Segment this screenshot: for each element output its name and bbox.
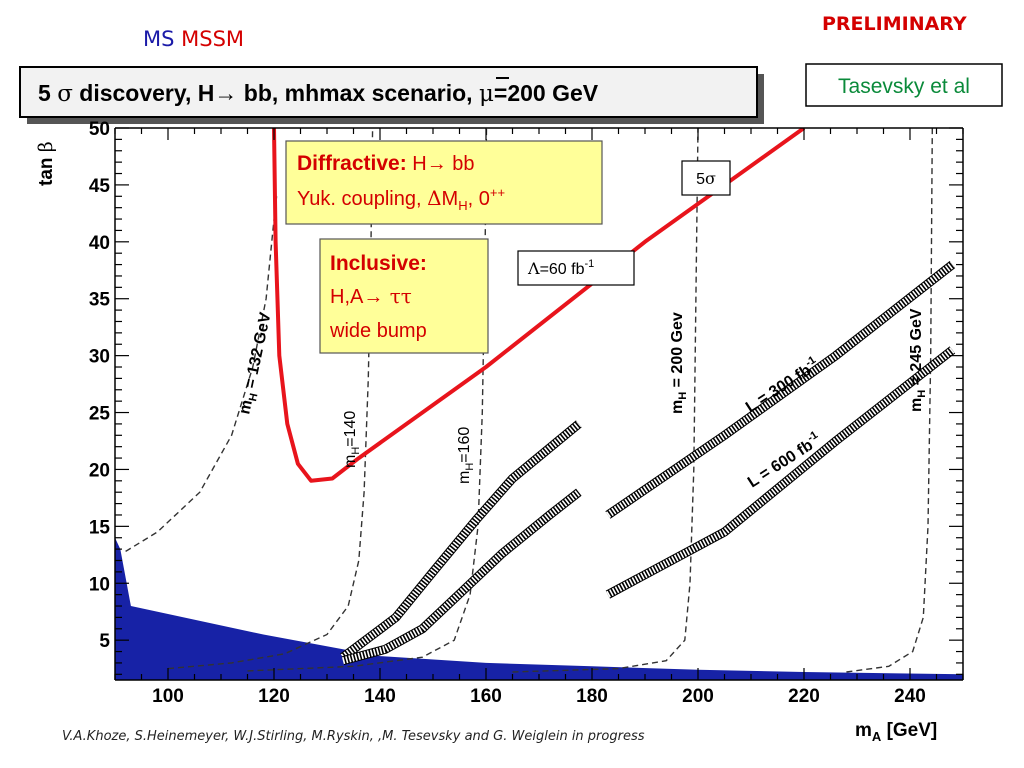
- x-axis-label: mA [GeV]: [855, 720, 937, 744]
- y-tick-label: 30: [89, 347, 110, 368]
- y-tick-label: 25: [89, 404, 111, 425]
- preliminary-label: PRELIMINARY: [822, 13, 967, 35]
- x-tick-label: 160: [470, 686, 502, 707]
- ticks: [114, 127, 964, 680]
- lumi-label: Λ=60 fb-1: [527, 258, 594, 278]
- label-mh160: mH=160: [456, 427, 476, 484]
- hatched-band-1-0: [341, 489, 581, 665]
- y-tick-label: 20: [89, 460, 110, 481]
- header-ms: MS MSSM: [143, 27, 244, 51]
- x-tick-label: 240: [894, 686, 926, 707]
- label-mh245: mH = 245 GeV: [908, 308, 928, 412]
- x-tick-label: 220: [788, 686, 820, 707]
- five-sigma-box: [681, 160, 731, 196]
- y-tick-label: 50: [89, 119, 110, 140]
- title-banner: [19, 66, 758, 118]
- hatched-band-0-1: [605, 261, 955, 518]
- plot-layer: [115, 128, 963, 680]
- inclusive-line2: H,A→ ττ: [330, 284, 412, 308]
- label-mh200: mH = 200 Gev: [669, 312, 689, 414]
- series-mh245: [846, 128, 933, 673]
- tick-labels: 100 120 140 160 180 200 220 240 5 10 15 20 25 30 35 40 4…: [89, 119, 926, 707]
- chart-title: 5 σ discovery, H→ bb, mhmax scenario, μ=…: [38, 80, 599, 107]
- y-tick-label: 10: [89, 574, 110, 595]
- x-tick-label: 200: [682, 686, 714, 707]
- x-tick-label: 120: [258, 686, 290, 707]
- five-sigma-label: 5σ: [696, 169, 716, 188]
- y-tick-label: 5: [99, 631, 110, 652]
- series-mh200: [512, 128, 699, 673]
- hatched-band-0-0: [340, 421, 582, 660]
- author-tag: Tasevsky et al: [838, 75, 970, 98]
- y-tick-label: 15: [89, 517, 111, 538]
- x-tick-label: 140: [364, 686, 396, 707]
- lumi-box: [517, 250, 635, 286]
- diffractive-box: [285, 140, 603, 225]
- x-tick-label: 180: [576, 686, 608, 707]
- diffractive-line1: Diffractive: H→ bb: [297, 152, 475, 175]
- y-tick-label: 40: [89, 233, 110, 254]
- hatched-bands: [340, 261, 956, 666]
- y-axis-label: tan β: [35, 141, 57, 186]
- series-5sigma: [272, 128, 806, 483]
- inclusive-line3: wide bump: [329, 320, 427, 342]
- credits: V.A.Khoze, S.Heinemeyer, W.J.Stirling, M…: [62, 729, 645, 744]
- inclusive-box: [319, 238, 489, 354]
- inclusive-line1: Inclusive:: [330, 252, 427, 275]
- y-tick-label: 35: [89, 290, 111, 311]
- series-mh140: [167, 128, 374, 670]
- author-tag-box: [805, 63, 1003, 107]
- x-tick-label: 100: [152, 686, 184, 707]
- hatched-band-1-1: [606, 347, 955, 598]
- y-tick-label: 45: [89, 176, 111, 197]
- diffractive-line2: Yuk. coupling, ΔMH, 0++: [297, 185, 505, 213]
- label-mh140: mH=140: [342, 411, 362, 468]
